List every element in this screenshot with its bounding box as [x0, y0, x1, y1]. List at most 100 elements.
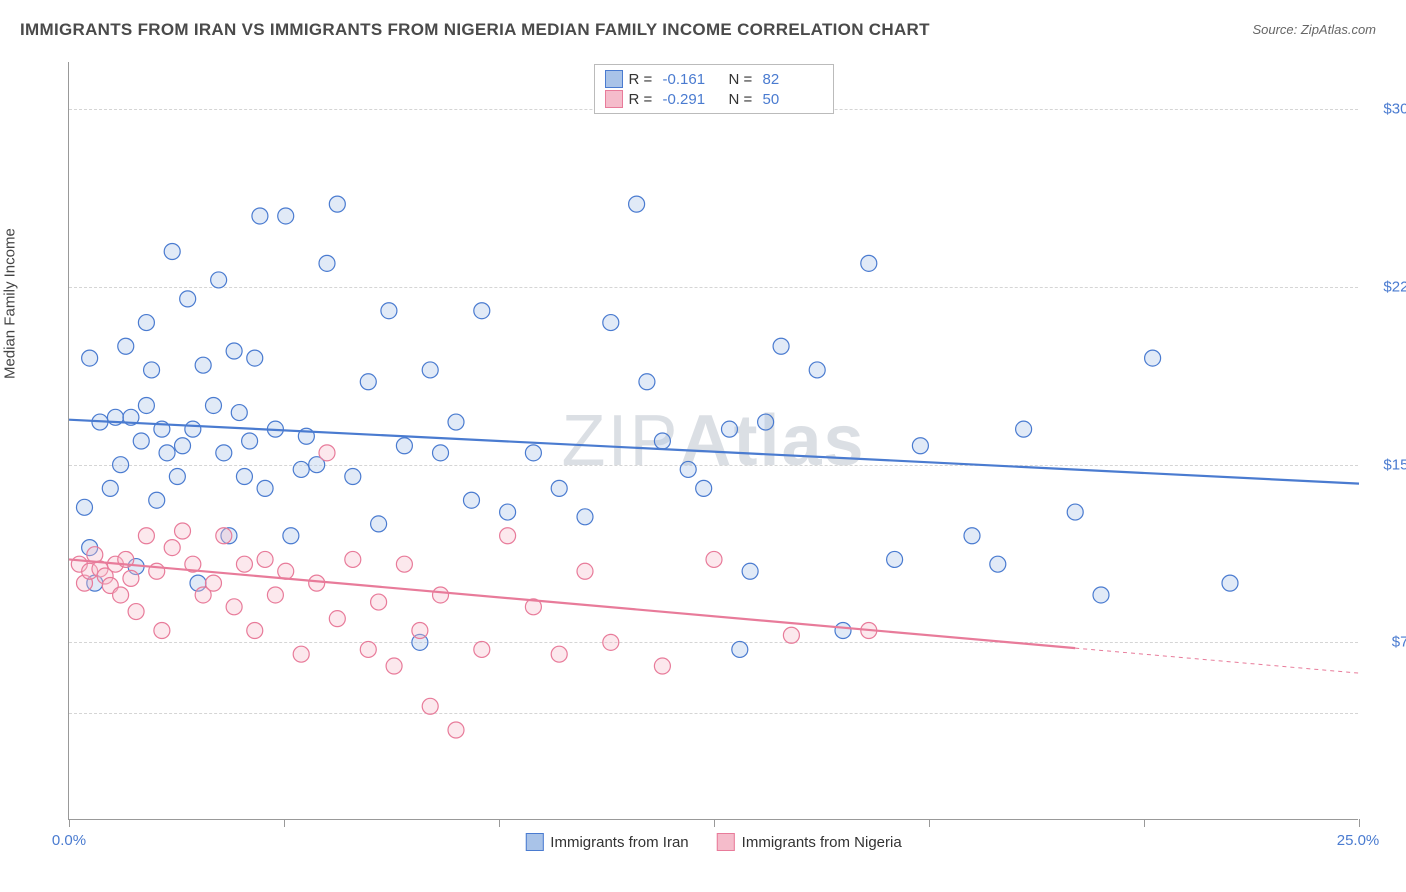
data-point — [964, 528, 980, 544]
data-point — [773, 338, 789, 354]
data-point — [205, 575, 221, 591]
x-tick — [284, 819, 285, 827]
data-point — [278, 208, 294, 224]
data-point — [525, 445, 541, 461]
data-point — [319, 255, 335, 271]
data-point — [169, 469, 185, 485]
data-point — [164, 540, 180, 556]
data-point — [154, 623, 170, 639]
correlation-legend: R =-0.161N =82R =-0.291N =50 — [594, 64, 834, 114]
x-tick — [929, 819, 930, 827]
data-point — [252, 208, 268, 224]
data-point — [809, 362, 825, 378]
data-point — [654, 433, 670, 449]
data-point — [861, 255, 877, 271]
trendline-solid — [69, 559, 1075, 648]
data-point — [1093, 587, 1109, 603]
data-point — [226, 599, 242, 615]
data-point — [329, 611, 345, 627]
data-point — [577, 509, 593, 525]
series-legend-label: Immigrants from Iran — [550, 834, 688, 851]
data-point — [1222, 575, 1238, 591]
data-point — [758, 414, 774, 430]
data-point — [247, 623, 263, 639]
data-point — [236, 469, 252, 485]
data-point — [500, 504, 516, 520]
legend-swatch — [605, 70, 623, 88]
correlation-legend-row: R =-0.291N =50 — [605, 89, 823, 109]
data-point — [1145, 350, 1161, 366]
x-tick — [69, 819, 70, 827]
data-point — [990, 556, 1006, 572]
data-point — [180, 291, 196, 307]
data-point — [231, 405, 247, 421]
data-point — [500, 528, 516, 544]
data-point — [360, 374, 376, 390]
data-point — [195, 357, 211, 373]
trendline-dashed — [1075, 648, 1359, 673]
x-tick-label-last: 25.0% — [1337, 832, 1380, 849]
data-point — [175, 523, 191, 539]
data-point — [706, 551, 722, 567]
data-point — [293, 461, 309, 477]
y-tick-label: $75,000 — [1366, 634, 1406, 651]
data-point — [887, 551, 903, 567]
data-point — [551, 480, 567, 496]
data-point — [912, 438, 928, 454]
data-point — [721, 421, 737, 437]
data-point — [551, 646, 567, 662]
data-point — [128, 604, 144, 620]
data-point — [113, 587, 129, 603]
data-point — [159, 445, 175, 461]
x-tick — [1359, 819, 1360, 827]
series-legend-label: Immigrants from Nigeria — [742, 834, 902, 851]
data-point — [345, 469, 361, 485]
data-point — [211, 272, 227, 288]
data-point — [463, 492, 479, 508]
scatter-svg — [69, 62, 1358, 819]
y-tick-label: $300,000 — [1366, 101, 1406, 118]
series-legend-item: Immigrants from Iran — [525, 833, 688, 851]
data-point — [1016, 421, 1032, 437]
n-label: N = — [729, 91, 757, 108]
data-point — [242, 433, 258, 449]
data-point — [422, 698, 438, 714]
data-point — [396, 556, 412, 572]
x-tick-label-first: 0.0% — [52, 832, 86, 849]
trendline — [69, 420, 1359, 484]
data-point — [654, 658, 670, 674]
data-point — [835, 623, 851, 639]
y-tick-label: $150,000 — [1366, 456, 1406, 473]
chart-container: IMMIGRANTS FROM IRAN VS IMMIGRANTS FROM … — [20, 20, 1386, 872]
x-tick — [499, 819, 500, 827]
data-point — [603, 634, 619, 650]
data-point — [433, 587, 449, 603]
y-tick-label: $225,000 — [1366, 279, 1406, 296]
data-point — [102, 480, 118, 496]
data-point — [123, 570, 139, 586]
data-point — [138, 315, 154, 331]
data-point — [371, 594, 387, 610]
data-point — [82, 350, 98, 366]
data-point — [360, 641, 376, 657]
legend-swatch — [525, 833, 543, 851]
correlation-legend-row: R =-0.161N =82 — [605, 69, 823, 89]
data-point — [422, 362, 438, 378]
legend-swatch — [717, 833, 735, 851]
data-point — [293, 646, 309, 662]
data-point — [236, 556, 252, 572]
data-point — [448, 414, 464, 430]
data-point — [257, 480, 273, 496]
data-point — [696, 480, 712, 496]
data-point — [319, 445, 335, 461]
r-value: -0.161 — [663, 71, 723, 88]
data-point — [732, 641, 748, 657]
data-point — [138, 397, 154, 413]
data-point — [216, 445, 232, 461]
data-point — [381, 303, 397, 319]
data-point — [474, 641, 490, 657]
data-point — [216, 528, 232, 544]
data-point — [412, 623, 428, 639]
data-point — [396, 438, 412, 454]
n-value: 50 — [763, 91, 823, 108]
